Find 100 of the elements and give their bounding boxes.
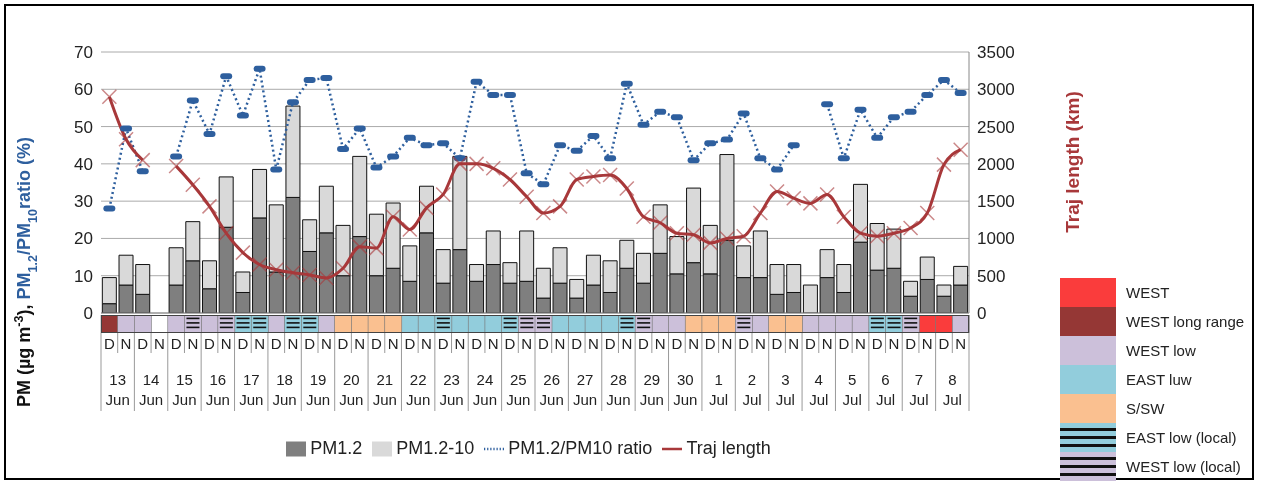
text: 6 Jul: [875, 371, 896, 408]
y-tick-label: 70: [74, 43, 93, 63]
text: 16 Jun: [205, 371, 230, 408]
text: 2 Jul: [742, 371, 762, 408]
x-tick-label: N: [454, 335, 466, 352]
y2-tick-label: 1500: [977, 192, 1015, 212]
x-tick-label: N: [921, 335, 933, 352]
y2-axis-title: Traj length (km): [1062, 91, 1083, 233]
y2-tick-label: 500: [977, 266, 1006, 286]
text: 29 Jun: [639, 371, 664, 408]
x-tick-label: D: [437, 335, 449, 352]
y2-tick-label: 1000: [977, 229, 1015, 249]
legend-label: WEST long range: [1126, 313, 1245, 330]
x-tick-label: D: [604, 335, 616, 352]
text: 30 Jun: [673, 371, 698, 408]
y2-tick-label: 3500: [977, 43, 1015, 63]
x-tick-label: D: [504, 335, 516, 352]
x-tick-label: N: [621, 335, 633, 352]
y-tick-label: 30: [74, 192, 93, 212]
x-tick-label: N: [721, 335, 733, 352]
legend-label: PM1.2: [310, 438, 363, 458]
x-tick-label: N: [654, 335, 666, 352]
text: 26 Jun: [539, 371, 564, 408]
x-tick-label: D: [671, 335, 683, 352]
x-tick-label: D: [103, 335, 115, 352]
y2-tick-label: 2500: [977, 117, 1015, 137]
x-tick-label: D: [704, 335, 716, 352]
legend-label: Traj length: [686, 438, 771, 458]
x-tick-label: D: [905, 335, 917, 352]
text: 18 Jun: [272, 371, 297, 408]
y2-tick-label: 0: [977, 304, 987, 324]
x-tick-label: N: [387, 335, 399, 352]
legend-label: PM1.2-10: [396, 438, 475, 458]
x-tick-label: D: [471, 335, 483, 352]
y-tick-label: 40: [74, 154, 93, 174]
x-tick-label: N: [888, 335, 900, 352]
y-tick-label: 50: [74, 117, 93, 137]
text: 19 Jun: [305, 371, 331, 408]
x-tick-label: D: [738, 335, 750, 352]
legend-label: WEST low (local): [1126, 458, 1241, 475]
text: 21 Jun: [372, 371, 397, 408]
text: 24 Jun: [472, 371, 498, 408]
x-tick-label: D: [237, 335, 249, 352]
text: 25 Jun: [506, 371, 531, 408]
text: 23 Jun: [439, 371, 464, 408]
x-tick-label: D: [938, 335, 950, 352]
x-tick-label: N: [521, 335, 533, 352]
y2-tick-label: 3000: [977, 80, 1015, 100]
x-tick-label: N: [254, 335, 265, 352]
x-tick-label: D: [337, 335, 349, 352]
x-tick-label: D: [137, 335, 149, 352]
text: 22 Jun: [406, 371, 431, 408]
text: 8 Jul: [942, 371, 962, 408]
y-tick-label: 20: [74, 229, 93, 249]
y-tick-label: 60: [74, 80, 93, 100]
x-tick-label: D: [404, 335, 416, 352]
x-tick-label: N: [754, 335, 766, 352]
x-tick-label: N: [354, 335, 366, 352]
text: 14 Jun: [138, 371, 164, 408]
legend-label: EAST low (local): [1126, 429, 1237, 446]
legend-label: PM1.2/PM10 ratio: [508, 438, 653, 458]
text: 20 Jun: [339, 371, 364, 408]
x-tick-label: D: [537, 335, 549, 352]
x-tick-label: D: [270, 335, 282, 352]
x-tick-label: N: [287, 335, 299, 352]
x-tick-label: D: [371, 335, 382, 352]
text: WEST low: [1126, 342, 1196, 359]
text: 15 Jun: [172, 371, 197, 408]
text: 28 Jun: [606, 371, 631, 408]
text: 1 Jul: [709, 371, 729, 408]
x-tick-label: N: [187, 335, 199, 352]
x-tick-label: N: [320, 335, 332, 352]
x-tick-label: D: [304, 335, 316, 352]
legend-label: S/SW: [1126, 400, 1165, 417]
x-tick-label: N: [487, 335, 499, 352]
x-tick-label: N: [955, 335, 967, 352]
x-tick-label: N: [788, 335, 800, 352]
x-tick-label: D: [170, 335, 182, 352]
x-tick-label: N: [120, 335, 132, 352]
x-tick-label: D: [571, 335, 583, 352]
x-tick-label: D: [805, 335, 816, 352]
text: 27 Jun: [572, 371, 598, 408]
y-tick-label: 10: [74, 266, 93, 286]
text: 17 Jun: [239, 371, 264, 408]
x-tick-label: N: [855, 335, 866, 352]
x-tick-label: D: [871, 335, 883, 352]
x-tick-label: D: [771, 335, 783, 352]
text: 4 Jul: [809, 371, 829, 408]
x-tick-label: D: [204, 335, 216, 352]
x-tick-label: N: [588, 335, 599, 352]
text: 3 Jul: [775, 371, 795, 408]
x-tick-label: N: [821, 335, 833, 352]
text: 5 Jul: [842, 371, 862, 408]
x-tick-label: N: [220, 335, 232, 352]
y2-tick-label: 2000: [977, 154, 1015, 174]
x-tick-label: D: [838, 335, 850, 352]
x-tick-label: N: [554, 335, 566, 352]
legend-label: WEST: [1126, 284, 1170, 301]
x-tick-label: N: [154, 335, 165, 352]
x-tick-label: N: [688, 335, 699, 352]
